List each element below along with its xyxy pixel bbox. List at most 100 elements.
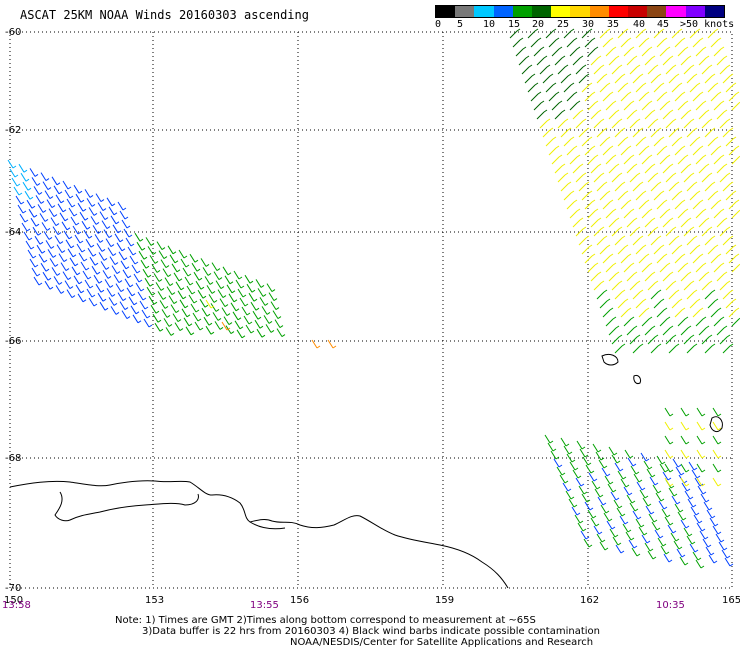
wind-barb xyxy=(50,217,60,227)
wind-barb xyxy=(725,136,737,147)
wind-barb xyxy=(689,244,701,255)
wind-barb xyxy=(163,318,173,327)
wind-barb xyxy=(641,316,653,327)
wind-barb xyxy=(563,82,575,93)
wind-barb xyxy=(596,73,608,84)
wind-barb xyxy=(674,91,686,102)
legend-label: 5 xyxy=(457,19,464,30)
wind-barb xyxy=(631,547,641,557)
wind-barb xyxy=(602,37,614,48)
wind-barb xyxy=(61,221,71,231)
wind-barb xyxy=(665,334,677,345)
wind-barb xyxy=(566,453,576,463)
wind-barb xyxy=(632,181,644,192)
wind-barb xyxy=(695,559,705,569)
wind-barb xyxy=(611,226,623,237)
time-labels: 13:58 13:55 10:35 xyxy=(2,600,685,611)
wind-barb xyxy=(671,136,683,147)
wind-barb xyxy=(590,517,600,527)
wind-barb xyxy=(635,82,647,93)
wind-barb xyxy=(48,208,58,218)
wind-barb xyxy=(680,477,690,487)
wind-barb xyxy=(575,64,587,75)
wind-barb xyxy=(210,303,220,312)
wind-barb xyxy=(79,211,89,221)
wind-barb xyxy=(149,255,159,264)
wind-barb xyxy=(29,258,39,268)
wind-barb xyxy=(62,271,72,281)
wind-barb xyxy=(722,235,734,246)
wind-barb xyxy=(650,289,662,300)
wind-barb xyxy=(662,217,674,228)
wind-barb xyxy=(117,201,127,211)
wind-barb xyxy=(671,298,683,309)
wind-barb xyxy=(635,244,647,255)
wind-barb xyxy=(235,279,245,289)
wind-barb xyxy=(43,231,53,240)
wind-barb xyxy=(697,485,707,495)
wind-barb xyxy=(668,73,680,84)
wind-barb xyxy=(620,199,632,210)
wind-barb xyxy=(616,507,626,517)
wind-barb xyxy=(638,307,650,318)
wind-barb xyxy=(202,267,212,276)
wind-barb xyxy=(629,502,639,512)
wind-barb xyxy=(554,163,566,174)
wind-barb xyxy=(530,37,542,48)
wind-barb xyxy=(619,515,629,525)
wind-barb xyxy=(713,316,725,327)
wind-barb xyxy=(686,127,698,138)
wind-barb xyxy=(662,55,674,66)
wind-barb xyxy=(145,237,155,246)
wind-barb xyxy=(701,172,713,183)
wind-barb xyxy=(22,181,32,191)
wind-barb xyxy=(26,199,36,209)
wind-barb xyxy=(171,263,181,273)
wind-barb xyxy=(652,484,662,494)
wind-barb xyxy=(222,266,232,276)
wind-barb xyxy=(614,289,626,300)
wind-barb xyxy=(234,320,244,330)
wind-barb xyxy=(701,334,713,345)
wind-barb xyxy=(101,220,111,230)
legend-swatch xyxy=(608,6,629,17)
wind-barb xyxy=(32,226,42,236)
wind-barb xyxy=(604,475,614,485)
wind-barb xyxy=(659,262,671,273)
wind-barb xyxy=(569,461,579,471)
wind-barb xyxy=(677,262,689,273)
wind-barb xyxy=(71,266,81,276)
wind-barb xyxy=(560,73,572,84)
wind-barb xyxy=(554,109,566,120)
wind-barb xyxy=(256,328,266,338)
wind-barb xyxy=(592,443,602,453)
wind-barb xyxy=(562,482,572,492)
wind-barb xyxy=(58,253,68,263)
wind-barb xyxy=(656,253,668,264)
wind-barb xyxy=(181,308,191,318)
wind-barb xyxy=(608,446,618,456)
wind-barb xyxy=(24,190,34,200)
wind-barb xyxy=(139,300,149,310)
wind-barb xyxy=(542,127,554,138)
wind-barb xyxy=(672,458,682,468)
wind-barb xyxy=(593,118,605,129)
wind-barb xyxy=(656,199,668,210)
wind-barb xyxy=(17,204,27,214)
wind-barb xyxy=(563,28,575,39)
wind-barb xyxy=(689,543,699,553)
wind-barb xyxy=(686,73,698,84)
wind-barb xyxy=(512,37,524,48)
wind-barb xyxy=(728,199,740,210)
wind-barb xyxy=(695,262,707,273)
wind-barb xyxy=(33,186,43,195)
wind-barb xyxy=(665,64,677,75)
wind-barb xyxy=(551,100,563,111)
wind-barb xyxy=(671,495,681,505)
wind-barb xyxy=(170,304,180,314)
wind-barb xyxy=(620,145,632,156)
wind-barb xyxy=(255,279,265,288)
legend-label: >50 knots xyxy=(680,19,735,30)
wind-barb xyxy=(656,37,668,48)
wind-barb xyxy=(695,208,707,219)
